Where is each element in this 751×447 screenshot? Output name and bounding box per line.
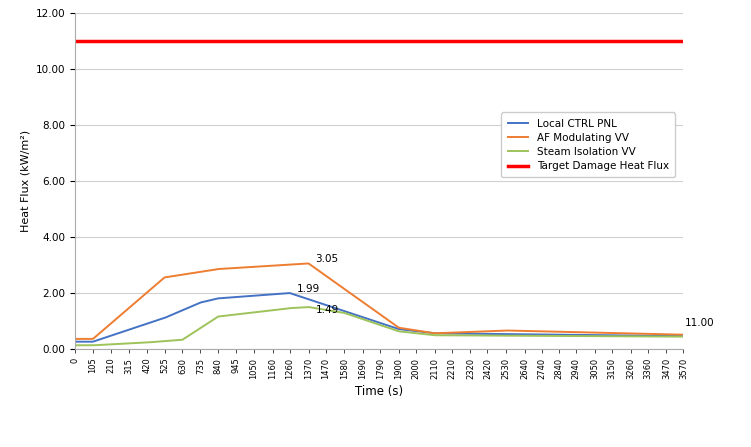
AF Modulating VV bbox=[108, 320, 117, 325]
Local CTRL PNL bbox=[679, 333, 688, 339]
Local CTRL PNL bbox=[532, 332, 541, 337]
Line: Local CTRL PNL: Local CTRL PNL bbox=[75, 293, 683, 342]
Line: Steam Isolation VV: Steam Isolation VV bbox=[75, 307, 683, 345]
Line: AF Modulating VV: AF Modulating VV bbox=[75, 263, 683, 341]
Steam Isolation VV bbox=[459, 333, 468, 338]
Target Damage Heat Flux bbox=[71, 39, 80, 44]
AF Modulating VV bbox=[441, 330, 450, 336]
Local CTRL PNL bbox=[285, 291, 294, 296]
AF Modulating VV bbox=[679, 332, 688, 337]
Legend: Local CTRL PNL, AF Modulating VV, Steam Isolation VV, Target Damage Heat Flux: Local CTRL PNL, AF Modulating VV, Steam … bbox=[502, 113, 675, 177]
Text: 3.05: 3.05 bbox=[315, 254, 339, 264]
Steam Isolation VV bbox=[532, 333, 541, 338]
Local CTRL PNL bbox=[424, 330, 433, 335]
Local CTRL PNL bbox=[459, 331, 468, 336]
AF Modulating VV bbox=[459, 329, 468, 335]
Steam Isolation VV bbox=[595, 333, 604, 339]
AF Modulating VV bbox=[595, 330, 604, 335]
Text: 1.49: 1.49 bbox=[315, 305, 339, 315]
Text: 11.00: 11.00 bbox=[685, 318, 714, 328]
AF Modulating VV bbox=[424, 330, 433, 335]
Text: 1.99: 1.99 bbox=[297, 284, 320, 294]
Steam Isolation VV bbox=[679, 334, 688, 339]
Local CTRL PNL bbox=[71, 340, 80, 345]
AF Modulating VV bbox=[71, 338, 80, 343]
Steam Isolation VV bbox=[71, 342, 80, 348]
Target Damage Heat Flux bbox=[71, 39, 80, 44]
Steam Isolation VV bbox=[303, 304, 312, 310]
Local CTRL PNL bbox=[595, 333, 604, 338]
AF Modulating VV bbox=[303, 261, 312, 266]
Local CTRL PNL bbox=[108, 333, 117, 338]
Steam Isolation VV bbox=[108, 342, 117, 347]
Steam Isolation VV bbox=[424, 332, 433, 337]
X-axis label: Time (s): Time (s) bbox=[355, 384, 403, 398]
Steam Isolation VV bbox=[441, 333, 450, 338]
Y-axis label: Heat Flux (kW/m²): Heat Flux (kW/m²) bbox=[20, 130, 30, 232]
Local CTRL PNL bbox=[441, 331, 450, 336]
AF Modulating VV bbox=[532, 329, 541, 334]
